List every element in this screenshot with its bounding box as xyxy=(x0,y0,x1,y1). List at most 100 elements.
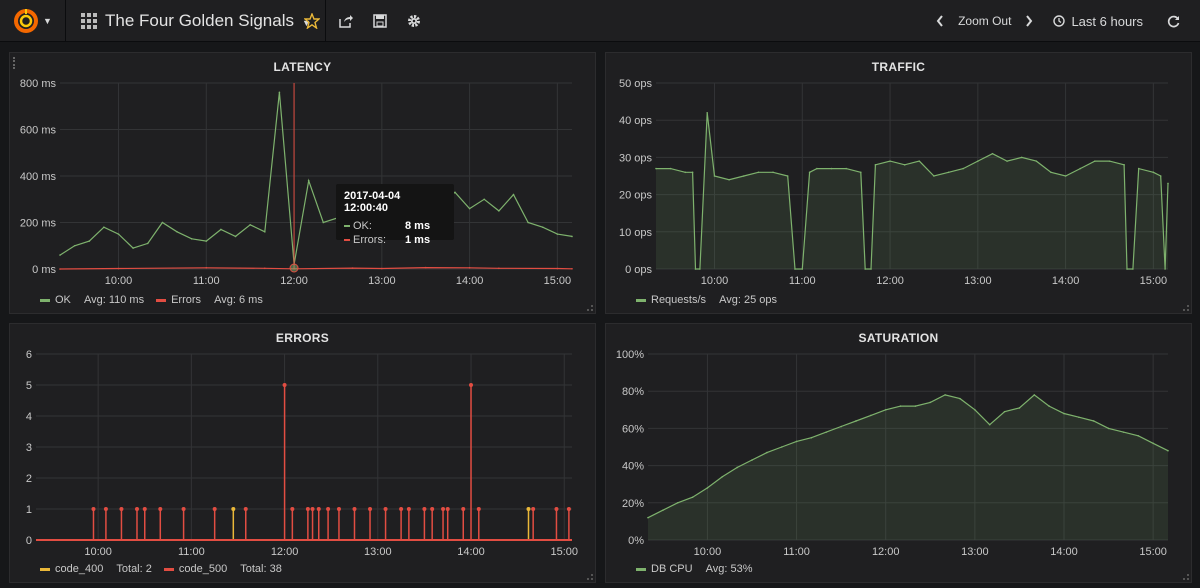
latency-panel: LATENCY 0 ms 200 ms 400 ms 600 ms 800 ms 10:0… xyxy=(9,52,596,314)
refresh-icon xyxy=(1167,15,1180,27)
series-ok-point xyxy=(59,254,61,256)
panel-title[interactable]: ERRORS xyxy=(275,331,330,345)
series-requests-s-point xyxy=(669,167,672,170)
series-requests-s-point xyxy=(1123,164,1125,166)
x-tick-label: 15:00 xyxy=(544,275,572,287)
legend-item-code-500[interactable]: code_500 Total: 38 xyxy=(163,563,282,575)
series-code-500-point xyxy=(91,507,96,511)
x-tick-label: 13:00 xyxy=(961,546,989,558)
panel-drag-handle[interactable] xyxy=(13,57,16,69)
series-code-500-point xyxy=(326,507,331,511)
share-icon[interactable] xyxy=(335,11,357,31)
y-tick-label: 10 ops xyxy=(619,227,653,239)
panel-resize-handle[interactable] xyxy=(1183,305,1189,311)
dashboard-title-button[interactable]: The Four Golden Signals ▼ xyxy=(67,0,326,42)
legend-item-code-400[interactable]: code_400 Total: 2 xyxy=(40,563,152,575)
series-requests-s-point xyxy=(816,167,818,170)
series-requests-s-point xyxy=(742,175,745,177)
series-requests-s-point xyxy=(757,171,760,174)
series-ok-point xyxy=(527,221,529,224)
series-db-cpu-point xyxy=(1078,416,1080,419)
y-tick-label: 100% xyxy=(616,349,644,361)
star-icon[interactable] xyxy=(301,11,323,31)
series-requests-s-point xyxy=(1020,156,1023,159)
series-code-500-point xyxy=(142,507,147,511)
series-errors-point xyxy=(571,267,573,270)
traffic-panel: TRAFFIC 0 ops 10 ops 20 ops 30 ops 40 ops 50 … xyxy=(605,52,1192,314)
series-code-500-point xyxy=(290,507,295,511)
series-code-400-point xyxy=(526,507,531,511)
series-code-500-point xyxy=(422,507,427,511)
save-icon[interactable] xyxy=(369,11,391,31)
series-code-400-point xyxy=(231,507,236,511)
series-db-cpu-point xyxy=(751,459,753,461)
dashboard-title: The Four Golden Signals xyxy=(105,11,294,30)
series-errors-point xyxy=(205,267,208,269)
series-requests-s-point xyxy=(808,171,811,174)
series-ok-point xyxy=(556,233,559,235)
panel-title[interactable]: TRAFFIC xyxy=(871,60,926,74)
series-requests-s-point xyxy=(728,178,730,181)
series-db-cpu-point xyxy=(929,401,932,404)
series-ok-point xyxy=(176,231,178,233)
series-requests-s-point xyxy=(918,160,921,162)
series-errors-point xyxy=(59,268,61,270)
top-navbar: ▼ The Four Golden Signals ▼ Zoom Out xyxy=(0,0,1200,42)
y-tick-label: 2 xyxy=(26,473,32,485)
panel-resize-handle[interactable] xyxy=(587,305,593,311)
series-errors-point xyxy=(468,267,471,269)
time-picker-button[interactable]: Last 6 hours xyxy=(1041,0,1151,42)
series-code-500-point xyxy=(476,507,481,511)
series-code-500-point xyxy=(383,507,388,511)
series-db-cpu-point xyxy=(825,431,828,433)
series-requests-s-point xyxy=(1006,160,1008,162)
legend-item-db-cpu[interactable]: DB CPU Avg: 53% xyxy=(636,563,753,575)
series-db-cpu-point xyxy=(1167,449,1169,452)
series-ok-point xyxy=(249,224,251,226)
series-requests-s-point xyxy=(1094,160,1096,162)
series-db-cpu-point xyxy=(662,509,664,512)
series-requests-s-point xyxy=(684,171,687,174)
x-tick-label: 15:00 xyxy=(550,546,578,558)
y-tick-label: 4 xyxy=(26,411,32,423)
series-ok-point xyxy=(234,235,237,238)
x-tick-label: 14:00 xyxy=(1050,546,1078,558)
series-ok-point xyxy=(498,210,500,212)
legend-item-errors[interactable]: Errors Avg: 6 ms xyxy=(156,294,263,306)
y-tick-label: 20% xyxy=(622,498,644,510)
refresh-button[interactable] xyxy=(1151,0,1200,42)
panel-resize-handle[interactable] xyxy=(1183,574,1189,580)
y-tick-label: 50 ops xyxy=(619,78,653,90)
grafana-menu-button[interactable]: ▼ xyxy=(0,0,66,42)
series-ok-point xyxy=(264,231,266,233)
x-tick-label: 15:00 xyxy=(1140,275,1168,287)
series-ok-point xyxy=(541,226,544,228)
series-db-cpu-point xyxy=(959,397,961,400)
series-requests-s-point xyxy=(947,171,950,174)
x-tick-label: 13:00 xyxy=(368,275,396,287)
series-ok-point xyxy=(483,198,486,201)
series-ok-point xyxy=(307,179,310,182)
series-db-cpu-point xyxy=(1003,410,1006,413)
panel-title[interactable]: SATURATION xyxy=(858,331,939,345)
series-ok-point xyxy=(278,91,281,94)
x-tick-label: 14:00 xyxy=(1052,275,1080,287)
series-db-cpu-point xyxy=(1122,431,1125,433)
legend-item-ok[interactable]: OK Avg: 110 ms xyxy=(40,294,144,306)
zoom-out-button[interactable]: Zoom Out xyxy=(958,14,1012,28)
x-tick-label: 10:00 xyxy=(701,275,729,287)
y-tick-label: 3 xyxy=(26,442,32,454)
series-requests-s-point xyxy=(1079,167,1082,170)
series-db-cpu-point xyxy=(810,436,813,439)
series-code-500-point xyxy=(445,507,450,511)
legend-item-requests[interactable]: Requests/s Avg: 25 ops xyxy=(636,294,777,306)
series-code-500-point xyxy=(103,507,108,511)
panel-title[interactable]: LATENCY xyxy=(273,60,332,74)
series-requests-s-point xyxy=(1167,182,1169,185)
chevron-right-icon[interactable] xyxy=(1025,15,1033,27)
series-requests-s-point xyxy=(713,175,716,177)
series-errors-point xyxy=(556,267,559,270)
chevron-left-icon[interactable] xyxy=(936,15,944,27)
settings-icon[interactable] xyxy=(403,11,425,31)
panel-resize-handle[interactable] xyxy=(587,574,593,580)
